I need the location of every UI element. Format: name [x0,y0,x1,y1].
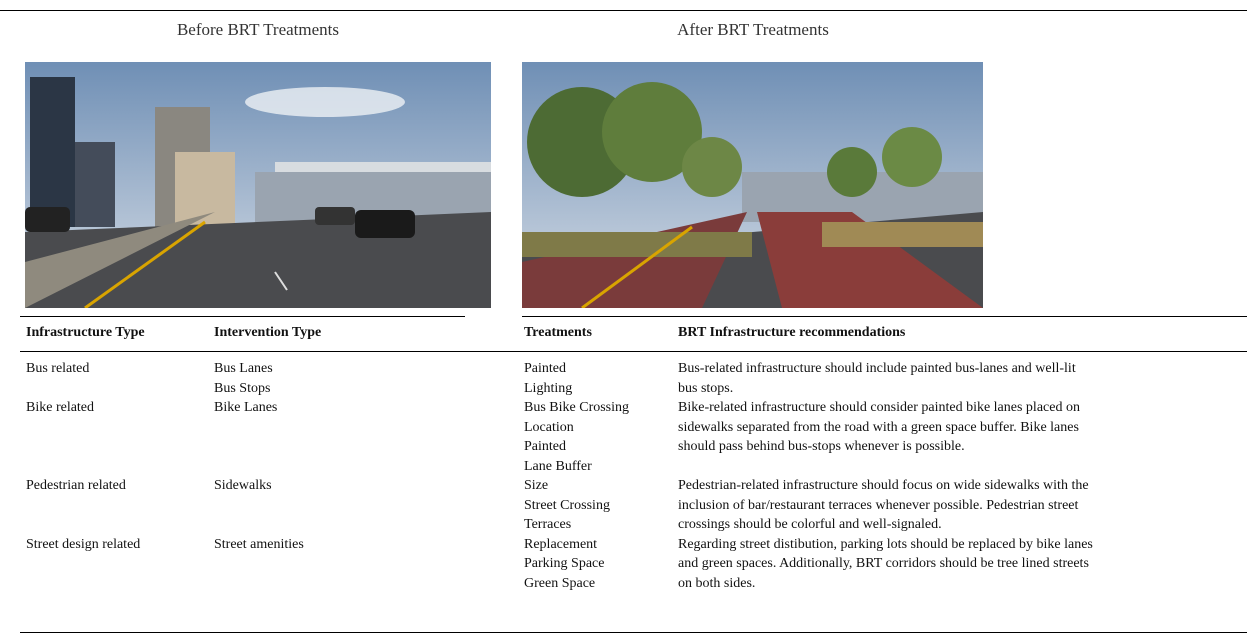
treatment: Parking Space [524,556,604,572]
rule [20,351,1247,352]
recommendation: on both sides. [678,576,755,592]
treatment: Lane Buffer [524,459,592,475]
infrastructure-type: Pedestrian related [26,478,126,494]
treatment: Terraces [524,517,571,533]
recommendation: and green spaces. Additionally, BRT corr… [678,556,1089,572]
infrastructure-type: Bus related [26,361,89,377]
treatment: Painted [524,361,566,377]
after-photo [522,62,983,308]
column-header: Infrastructure Type [26,325,145,341]
treatment: Location [524,420,574,436]
panel-caption: After BRT Treatments [520,20,986,40]
recommendation: Bus-related infrastructure should includ… [678,361,1076,377]
recommendation: should pass behind bus-stops whenever is… [678,439,965,455]
infrastructure-type: Street design related [26,537,140,553]
intervention-type: Bus Stops [214,381,270,397]
recommendation: Pedestrian-related infrastructure should… [678,478,1089,494]
recommendation: crossings should be colorful and well-si… [678,517,942,533]
rule [522,316,1247,317]
recommendation: sidewalks separated from the road with a… [678,420,1079,436]
intervention-type: Bus Lanes [214,361,273,377]
before-photo [25,62,491,308]
treatment: Replacement [524,537,597,553]
column-header: BRT Infrastructure recommendations [678,325,905,341]
panel-caption: Before BRT Treatments [25,20,491,40]
column-header: Treatments [524,325,592,341]
recommendation: Bike-related infrastructure should consi… [678,400,1080,416]
top-rule [0,10,1247,11]
page: Before BRT Treatments After BRT Treatmen… [0,0,1247,634]
treatment: Bus Bike Crossing [524,400,629,416]
treatment: Lighting [524,381,572,397]
treatment: Green Space [524,576,595,592]
rule [20,632,1247,633]
treatment: Painted [524,439,566,455]
treatment: Street Crossing [524,498,610,514]
intervention-type: Sidewalks [214,478,272,494]
rule [20,316,465,317]
recommendation: bus stops. [678,381,733,397]
recommendation: Regarding street distibution, parking lo… [678,537,1093,553]
infrastructure-type: Bike related [26,400,94,416]
treatment: Size [524,478,548,494]
recommendation: inclusion of bar/restaurant terraces whe… [678,498,1078,514]
intervention-type: Street amenities [214,537,304,553]
intervention-type: Bike Lanes [214,400,277,416]
column-header: Intervention Type [214,325,321,341]
